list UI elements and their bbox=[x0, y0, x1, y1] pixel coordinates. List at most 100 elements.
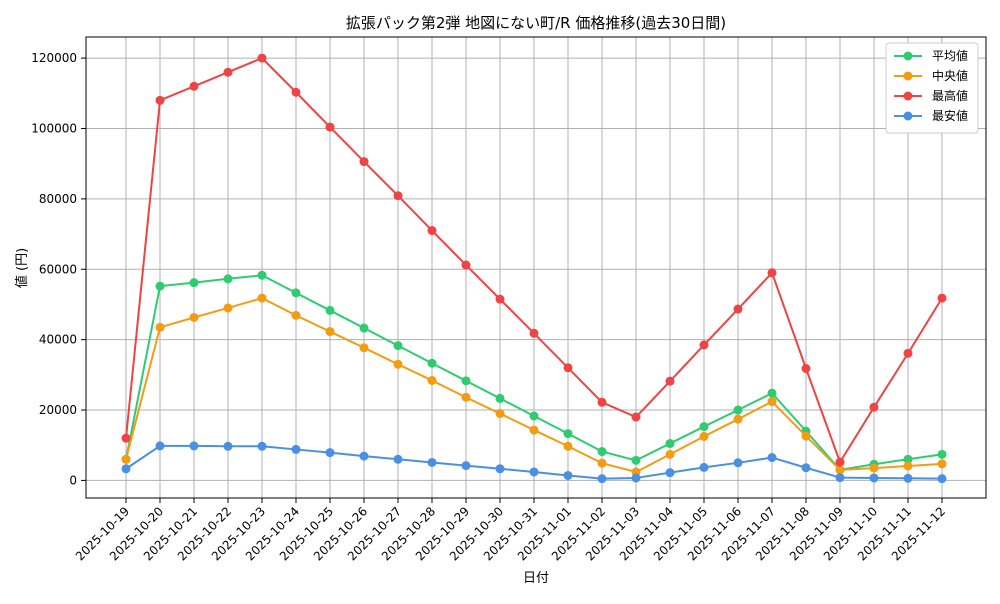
data-point bbox=[801, 363, 811, 373]
data-point bbox=[733, 405, 743, 415]
data-point bbox=[529, 425, 539, 435]
data-point bbox=[325, 327, 335, 337]
data-point bbox=[495, 393, 505, 403]
data-point bbox=[529, 467, 539, 477]
legend-label: 中央値 bbox=[932, 68, 968, 83]
data-point bbox=[869, 402, 879, 412]
data-point bbox=[597, 474, 607, 484]
legend-label: 最安値 bbox=[932, 108, 968, 123]
data-point bbox=[699, 340, 709, 350]
data-point bbox=[359, 157, 369, 167]
data-point bbox=[563, 363, 573, 373]
data-point bbox=[461, 376, 471, 386]
data-point bbox=[223, 441, 233, 451]
data-point bbox=[563, 429, 573, 439]
data-point bbox=[801, 431, 811, 441]
data-point bbox=[597, 447, 607, 457]
data-point bbox=[563, 441, 573, 451]
data-point bbox=[631, 455, 641, 465]
data-point bbox=[359, 451, 369, 461]
data-point bbox=[393, 359, 403, 369]
data-point bbox=[699, 462, 709, 472]
data-point bbox=[257, 53, 267, 63]
data-point bbox=[223, 274, 233, 284]
data-point bbox=[597, 458, 607, 468]
data-point bbox=[427, 457, 437, 467]
data-point bbox=[291, 310, 301, 320]
data-point bbox=[869, 473, 879, 483]
data-point bbox=[257, 293, 267, 303]
data-point bbox=[461, 461, 471, 471]
data-point bbox=[189, 312, 199, 322]
data-point bbox=[529, 328, 539, 338]
data-point bbox=[359, 343, 369, 353]
data-point bbox=[699, 431, 709, 441]
data-point bbox=[835, 465, 845, 475]
data-point bbox=[291, 87, 301, 97]
data-point bbox=[121, 454, 131, 464]
y-axis-label: 値 (円) bbox=[14, 248, 30, 288]
data-point bbox=[631, 412, 641, 422]
data-point bbox=[631, 473, 641, 483]
y-tick-label: 0 bbox=[69, 473, 77, 487]
legend-item: 平均値 bbox=[894, 48, 968, 63]
data-point bbox=[155, 281, 165, 291]
data-point bbox=[189, 441, 199, 451]
data-point bbox=[427, 375, 437, 385]
data-point bbox=[937, 459, 947, 469]
data-point bbox=[189, 81, 199, 91]
data-point bbox=[495, 464, 505, 474]
data-point bbox=[597, 397, 607, 407]
y-tick-label: 40000 bbox=[39, 333, 77, 347]
data-point bbox=[903, 461, 913, 471]
legend-item: 最安値 bbox=[894, 108, 968, 123]
data-point bbox=[733, 458, 743, 468]
data-point bbox=[325, 122, 335, 132]
data-point bbox=[733, 414, 743, 424]
data-point bbox=[393, 191, 403, 201]
x-axis-label: 日付 bbox=[523, 571, 549, 586]
legend-swatch-marker bbox=[903, 51, 913, 61]
data-point bbox=[427, 358, 437, 368]
data-point bbox=[665, 449, 675, 459]
data-point bbox=[495, 294, 505, 304]
data-point bbox=[189, 278, 199, 288]
data-point bbox=[461, 392, 471, 402]
data-point bbox=[665, 468, 675, 478]
data-point bbox=[937, 449, 947, 459]
data-point bbox=[903, 454, 913, 464]
data-point bbox=[733, 304, 743, 314]
data-point bbox=[291, 288, 301, 298]
data-point bbox=[155, 95, 165, 105]
data-point bbox=[291, 444, 301, 454]
data-point bbox=[869, 463, 879, 473]
legend-swatch-marker bbox=[903, 91, 913, 101]
data-point bbox=[563, 470, 573, 480]
legend-swatch-marker bbox=[903, 71, 913, 81]
series-2 bbox=[121, 53, 947, 467]
data-point bbox=[461, 260, 471, 270]
data-point bbox=[665, 376, 675, 386]
data-point bbox=[903, 473, 913, 483]
data-point bbox=[937, 293, 947, 303]
chart-title: 拡張パック第2弾 地図にない町/R 価格推移(過去30日間) bbox=[346, 14, 726, 32]
legend-box bbox=[885, 42, 979, 134]
data-point bbox=[903, 348, 913, 358]
data-point bbox=[665, 438, 675, 448]
y-tick-label: 80000 bbox=[39, 192, 77, 206]
legend-label: 平均値 bbox=[932, 48, 968, 63]
data-point bbox=[393, 341, 403, 351]
data-point bbox=[121, 433, 131, 443]
y-tick-label: 100000 bbox=[31, 121, 77, 135]
data-point bbox=[223, 303, 233, 313]
legend-label: 最高値 bbox=[932, 88, 968, 103]
series-group bbox=[121, 53, 947, 484]
data-point bbox=[529, 411, 539, 421]
data-point bbox=[767, 388, 777, 398]
data-point bbox=[427, 226, 437, 236]
y-tick-label: 120000 bbox=[31, 51, 77, 65]
data-point bbox=[121, 464, 131, 474]
y-tick-label: 60000 bbox=[39, 262, 77, 276]
grid bbox=[86, 37, 986, 498]
